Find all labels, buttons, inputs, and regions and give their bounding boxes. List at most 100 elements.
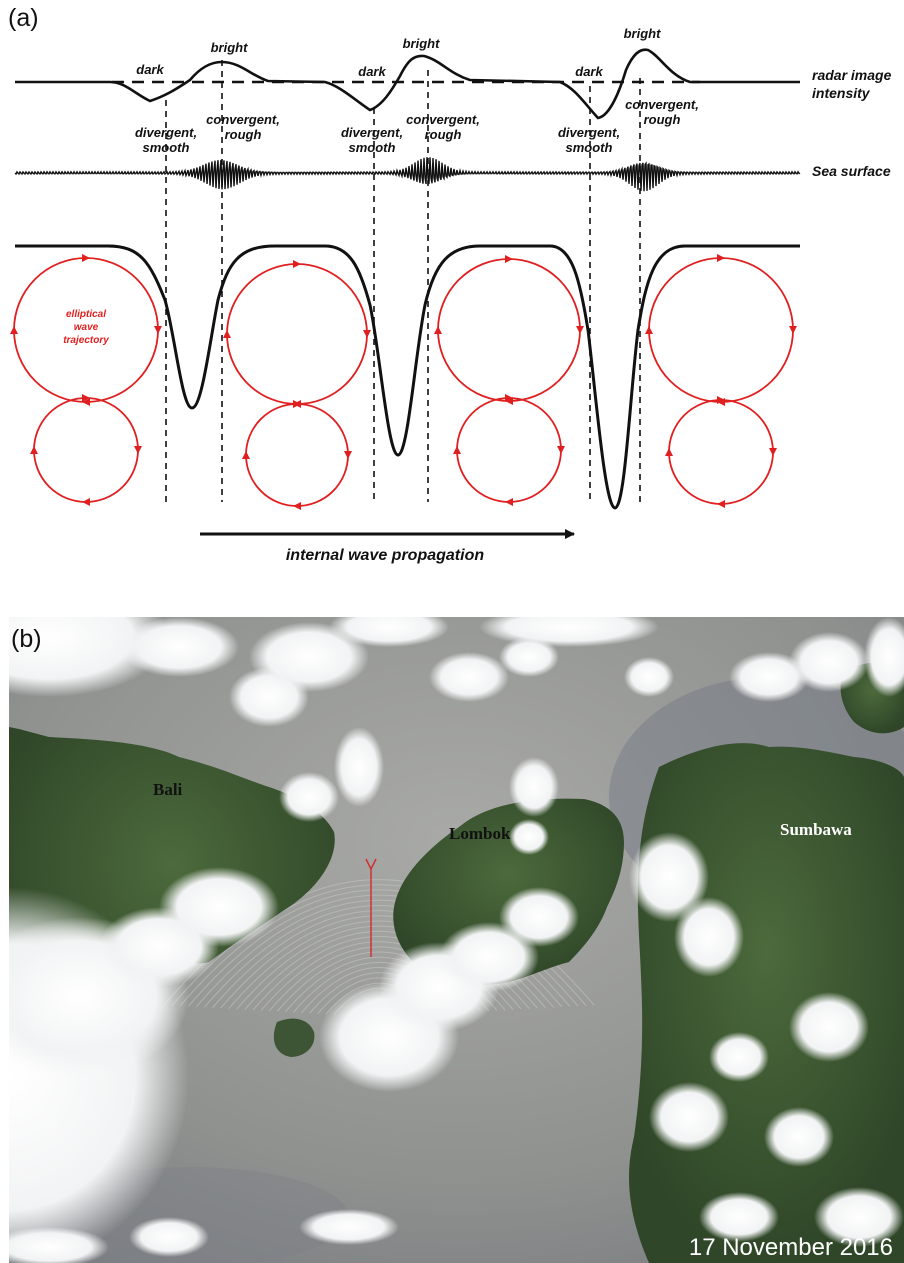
trajectory-label-line-2: wave [74, 322, 99, 333]
cloud [729, 652, 809, 702]
internal-wave-curve [15, 244, 800, 510]
trajectory-arrowhead [242, 451, 250, 459]
trajectory-circles [13, 257, 794, 507]
trajectory-arrowhead [505, 255, 513, 263]
cloud [509, 819, 549, 855]
trajectory-arrowhead [505, 498, 513, 506]
trajectory-circle [33, 397, 139, 503]
trajectory-arrowhead [154, 326, 162, 334]
cloud [429, 652, 509, 702]
cloud [9, 1227, 109, 1263]
cloud [159, 867, 279, 947]
trajectory-circle [668, 399, 774, 505]
cloud [699, 1192, 779, 1242]
sumbawa-island [629, 743, 904, 1263]
panel-b-satellite-image: (b) Bali Lombok Sumbawa 17 November 2016 [9, 617, 904, 1263]
trajectory-arrowhead [434, 326, 442, 334]
trajectory-circle [456, 397, 562, 503]
trajectory-arrowhead [576, 326, 584, 334]
sea-surface-signal [14, 157, 801, 192]
trajectory-arrowhead [30, 446, 38, 454]
convergent-label: convergent, [406, 112, 480, 127]
cloud [764, 1107, 834, 1167]
cloud [789, 632, 869, 692]
panel-b-label: (b) [11, 625, 42, 653]
cloud [119, 617, 239, 677]
trajectory-arrowhead [10, 326, 18, 334]
cloud [509, 757, 559, 817]
trajectory-arrowhead [293, 400, 301, 408]
radar-intensity-curve [15, 48, 800, 120]
trajectory-label-line-1: elliptical [66, 309, 106, 320]
rough-label: rough [644, 112, 681, 127]
cloud [709, 1032, 769, 1082]
cloud [864, 617, 904, 697]
divergent-label: divergent, [135, 125, 197, 140]
trajectory-circle [226, 263, 368, 405]
cloud [334, 727, 384, 807]
smooth-label: smooth [349, 140, 396, 155]
panel-a-label: (a) [8, 4, 39, 32]
panel-a-diagram: (a) dark bright dark bright dark bright … [8, 4, 892, 564]
trajectory-arrowhead [344, 451, 352, 459]
cloud [299, 1209, 399, 1245]
smooth-label: smooth [566, 140, 613, 155]
trajectory-circle [437, 258, 581, 402]
lombok-label: Lombok [449, 824, 511, 843]
convergent-label: convergent, [625, 97, 699, 112]
divergent-label: divergent, [341, 125, 403, 140]
cloud [789, 992, 869, 1062]
trajectory-arrowhead [717, 396, 725, 404]
trajectory-arrowhead [82, 398, 90, 406]
trajectory-circle [245, 403, 349, 507]
trajectory-arrowhead [293, 502, 301, 510]
cloud [629, 832, 709, 922]
cloud [129, 1217, 209, 1257]
trajectory-arrowhead [82, 394, 90, 402]
intensity-label: intensity [812, 85, 871, 101]
cloud [499, 887, 579, 947]
trajectory-arrowheads [10, 254, 797, 510]
rough-label: rough [425, 127, 462, 142]
bright-label: bright [403, 36, 440, 51]
trajectory-arrowhead [717, 254, 725, 262]
trajectory-arrowhead [134, 446, 142, 454]
cloud [279, 772, 339, 822]
convergent-label: convergent, [206, 112, 280, 127]
trajectory-label-line-3: trajectory [63, 335, 109, 346]
cloud [479, 617, 659, 647]
trajectory-arrowhead [293, 260, 301, 268]
cloud [674, 897, 744, 977]
cloud-layer [9, 617, 904, 1263]
trajectory-arrowhead [505, 394, 513, 402]
sea-surface-label: Sea surface [812, 163, 891, 179]
cloud [624, 657, 674, 697]
bright-label: bright [211, 40, 248, 55]
trajectory-arrowhead [769, 448, 777, 456]
date-label: 17 November 2016 [689, 1234, 893, 1261]
cloud [814, 1187, 904, 1247]
radar-image-label: radar image [812, 67, 892, 83]
rough-label: rough [225, 127, 262, 142]
cloud [499, 637, 559, 677]
trajectory-arrowhead [789, 326, 797, 334]
cloud [329, 617, 449, 647]
dark-label: dark [136, 62, 164, 77]
trajectory-arrowhead [557, 446, 565, 454]
trajectory-arrowhead [717, 500, 725, 508]
trajectory-arrowhead [453, 446, 461, 454]
trajectory-arrowhead [82, 498, 90, 506]
bright-label: bright [624, 26, 661, 41]
cloud [649, 1082, 729, 1152]
trajectory-arrowhead [223, 330, 231, 338]
sumbawa-label: Sumbawa [780, 820, 852, 839]
dark-label: dark [358, 64, 386, 79]
trajectory-arrowhead [363, 330, 371, 338]
propagation-label: internal wave propagation [286, 547, 484, 564]
small-island [273, 1018, 315, 1057]
cloud [229, 667, 309, 727]
trajectory-arrowhead [665, 448, 673, 456]
trajectory-circle [648, 257, 794, 403]
trajectory-arrowhead [645, 326, 653, 334]
bali-label: Bali [153, 780, 183, 799]
